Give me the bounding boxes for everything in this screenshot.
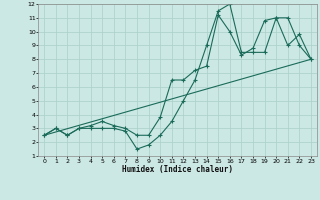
X-axis label: Humidex (Indice chaleur): Humidex (Indice chaleur) — [122, 165, 233, 174]
